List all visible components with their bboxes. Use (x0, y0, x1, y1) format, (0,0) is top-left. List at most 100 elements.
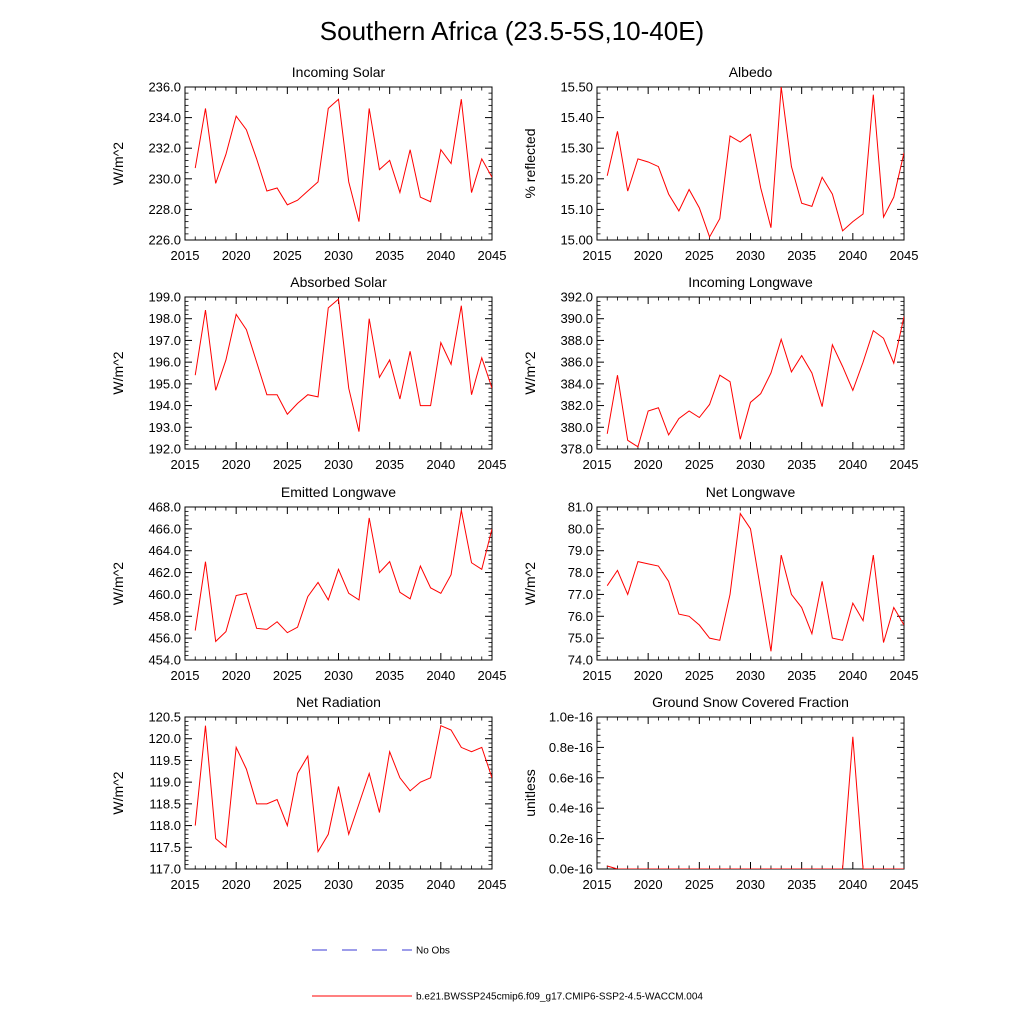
emitted-longwave-title: Emitted Longwave (281, 484, 396, 500)
incoming-solar-ylabel: W/m^2 (110, 142, 126, 185)
albedo-xtick-label: 2030 (736, 248, 765, 263)
legend-no-obs-label: No Obs (416, 946, 450, 957)
incoming-longwave-ytick-label: 390.0 (560, 311, 593, 326)
ground-snow-covered-fraction-ytick-label: 0.0e-16 (549, 862, 593, 877)
net-radiation-series-line (194, 724, 492, 854)
incoming-longwave-ytick-label: 392.0 (560, 290, 593, 305)
incoming-solar-ytick-label: 230.0 (148, 171, 181, 186)
emitted-longwave-xtick-label: 2035 (375, 668, 404, 683)
net-radiation-ytick-label: 118.0 (149, 818, 181, 833)
incoming-solar-xtick-label: 2035 (375, 248, 404, 263)
albedo-frame (596, 86, 905, 241)
net-radiation-xtick-label: 2020 (222, 877, 251, 892)
net-longwave-ytick-label: 80.0 (568, 521, 593, 536)
net-radiation-xtick-label: 2015 (171, 877, 200, 892)
albedo-panel: 2015 2020 2025 2030 2035 2040 2045 15.00 15.10 15… (522, 64, 918, 263)
absorbed-solar-ytick-label: 199.0 (148, 290, 181, 305)
incoming-longwave-ytick-label: 378.0 (560, 442, 593, 457)
net-radiation-ytick-label: 118.5 (149, 796, 181, 811)
absorbed-solar-series-line (194, 298, 492, 432)
incoming-longwave-xtick-label: 2020 (634, 457, 663, 472)
ground-snow-covered-fraction-title: Ground Snow Covered Fraction (652, 694, 849, 710)
albedo-xtick-label: 2040 (838, 248, 867, 263)
albedo-title: Albedo (729, 64, 773, 80)
net-radiation-xtick-label: 2045 (478, 877, 507, 892)
net-radiation-ytick-label: 119.0 (149, 775, 181, 790)
incoming-solar-ytick-label: 226.0 (148, 233, 181, 248)
absorbed-solar-title: Absorbed Solar (290, 274, 387, 290)
incoming-solar-series-line (194, 98, 492, 222)
ground-snow-covered-fraction-panel: 2015 2020 2025 2030 2035 2040 2045 0.0e-16 0.2e-… (522, 694, 918, 892)
absorbed-solar-frame (184, 296, 493, 450)
absorbed-solar-xtick-label: 2040 (426, 457, 455, 472)
net-longwave-ytick-label: 79.0 (568, 543, 593, 558)
net-longwave-ytick-label: 75.0 (568, 631, 593, 646)
ground-snow-covered-fraction-xtick-label: 2025 (685, 877, 714, 892)
net-longwave-ytick-label: 77.0 (568, 587, 593, 602)
net-radiation-title: Net Radiation (296, 694, 381, 710)
albedo-xtick-label: 2020 (634, 248, 663, 263)
net-longwave-xtick-label: 2025 (685, 668, 714, 683)
net-longwave-ytick-label: 78.0 (568, 565, 593, 580)
albedo-ytick-label: 15.50 (560, 80, 593, 95)
incoming-solar-frame (184, 86, 493, 241)
absorbed-solar-xtick-label: 2030 (324, 457, 353, 472)
incoming-longwave-series-line (606, 316, 904, 448)
incoming-longwave-title: Incoming Longwave (688, 274, 813, 290)
emitted-longwave-ylabel: W/m^2 (110, 562, 126, 605)
incoming-longwave-ytick-label: 382.0 (560, 398, 593, 413)
incoming-solar-panel: 2015 2020 2025 2030 2035 2040 2045 226.0 228.0 23… (110, 64, 506, 263)
incoming-solar-ytick-label: 232.0 (148, 141, 181, 156)
ground-snow-covered-fraction-ytick-label: 0.8e-16 (549, 740, 593, 755)
net-radiation-ytick-label: 120.5 (148, 710, 181, 725)
albedo-ylabel: % reflected (522, 128, 538, 198)
absorbed-solar-xtick-label: 2020 (222, 457, 251, 472)
absorbed-solar-ytick-label: 196.0 (148, 355, 181, 370)
incoming-solar-xtick-label: 2025 (273, 248, 302, 263)
incoming-longwave-xtick-label: 2045 (890, 457, 919, 472)
net-longwave-xtick-label: 2035 (787, 668, 816, 683)
net-longwave-xtick-label: 2045 (890, 668, 919, 683)
incoming-solar-xtick-label: 2040 (426, 248, 455, 263)
ground-snow-covered-fraction-xtick-label: 2020 (634, 877, 663, 892)
incoming-longwave-ytick-label: 380.0 (560, 420, 593, 435)
emitted-longwave-series-line (194, 510, 492, 643)
ground-snow-covered-fraction-ytick-label: 0.6e-16 (549, 770, 593, 785)
net-longwave-ytick-label: 76.0 (568, 609, 593, 624)
incoming-longwave-xtick-label: 2035 (787, 457, 816, 472)
incoming-longwave-xtick-label: 2025 (685, 457, 714, 472)
emitted-longwave-ytick-label: 468.0 (148, 500, 181, 515)
albedo-series-line (606, 87, 904, 239)
net-longwave-series-line (606, 512, 904, 652)
incoming-solar-ytick-label: 234.0 (148, 110, 181, 125)
albedo-xtick-label: 2035 (787, 248, 816, 263)
absorbed-solar-ytick-label: 192.0 (148, 442, 181, 457)
incoming-longwave-xtick-label: 2015 (583, 457, 612, 472)
net-radiation-xtick-label: 2030 (324, 877, 353, 892)
incoming-longwave-panel: 2015 2020 2025 2030 2035 2040 2045 378.0 380.0 38… (522, 274, 918, 472)
ground-snow-covered-fraction-xtick-label: 2045 (890, 877, 919, 892)
net-longwave-xtick-label: 2020 (634, 668, 663, 683)
ground-snow-covered-fraction-frame (596, 716, 905, 870)
incoming-longwave-frame (596, 296, 905, 450)
panels: 2015 2020 2025 2030 2035 2040 2045 226.0 228.0 23… (110, 64, 918, 892)
ground-snow-covered-fraction-xtick-label: 2030 (736, 877, 765, 892)
albedo-xtick-label: 2015 (583, 248, 612, 263)
albedo-ytick-label: 15.30 (560, 141, 593, 156)
ground-snow-covered-fraction-ytick-label: 1.0e-16 (549, 710, 593, 725)
net-radiation-ytick-label: 117.5 (149, 840, 181, 855)
absorbed-solar-ylabel: W/m^2 (110, 351, 126, 394)
absorbed-solar-xtick-label: 2025 (273, 457, 302, 472)
net-longwave-title: Net Longwave (706, 484, 796, 500)
net-longwave-ytick-label: 74.0 (568, 653, 593, 668)
legend-model-label: b.e21.BWSSP245cmip6.f09_g17.CMIP6-SSP2-4… (416, 992, 703, 1003)
incoming-longwave-xtick-label: 2040 (838, 457, 867, 472)
emitted-longwave-xtick-label: 2025 (273, 668, 302, 683)
incoming-solar-ytick-label: 228.0 (148, 202, 181, 217)
albedo-xtick-label: 2025 (685, 248, 714, 263)
incoming-longwave-ytick-label: 388.0 (560, 333, 593, 348)
incoming-longwave-ylabel: W/m^2 (522, 351, 538, 394)
emitted-longwave-ytick-label: 462.0 (148, 565, 181, 580)
net-longwave-ytick-label: 81.0 (568, 500, 593, 515)
ground-snow-covered-fraction-ytick-label: 0.2e-16 (549, 831, 593, 846)
